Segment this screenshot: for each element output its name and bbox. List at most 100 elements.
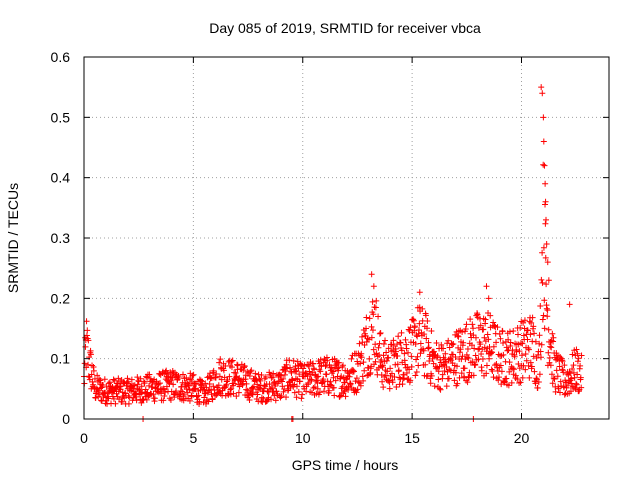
- data-point: [102, 389, 109, 396]
- data-point: [163, 367, 170, 374]
- y-tick-label: 0: [62, 411, 70, 427]
- data-point: [298, 395, 305, 402]
- data-point: [472, 361, 479, 368]
- data-point: [112, 400, 119, 407]
- data-point: [150, 379, 157, 386]
- data-point: [495, 374, 502, 381]
- data-point: [376, 330, 383, 337]
- data-point: [141, 380, 148, 387]
- data-point: [350, 368, 357, 375]
- data-point: [407, 377, 414, 384]
- data-point: [292, 375, 299, 382]
- data-point: [103, 383, 110, 390]
- data-point: [570, 362, 577, 369]
- data-point: [313, 390, 320, 397]
- data-point: [571, 374, 578, 381]
- data-point: [556, 363, 563, 370]
- data-point: [380, 384, 387, 391]
- data-point: [300, 365, 307, 372]
- data-point: [546, 354, 553, 361]
- data-point: [258, 371, 265, 378]
- data-point: [539, 249, 546, 256]
- data-point: [98, 397, 105, 404]
- data-point: [249, 390, 256, 397]
- data-point: [287, 364, 294, 371]
- y-axis-label: SRMTID / TECUs: [5, 183, 21, 293]
- data-point: [509, 365, 516, 372]
- data-point: [317, 356, 324, 363]
- data-point: [221, 374, 228, 381]
- data-point: [353, 375, 360, 382]
- data-point: [241, 363, 248, 370]
- data-point: [536, 340, 543, 347]
- data-point: [416, 289, 423, 296]
- data-point: [574, 358, 581, 365]
- data-point: [455, 333, 462, 340]
- data-point: [97, 385, 104, 392]
- data-point: [437, 386, 444, 393]
- data-point: [124, 375, 131, 382]
- data-point: [449, 341, 456, 348]
- data-point: [366, 355, 373, 362]
- x-tick-label: 0: [80, 430, 88, 446]
- data-point: [563, 384, 570, 391]
- data-point: [210, 367, 217, 374]
- data-point: [506, 359, 513, 366]
- data-point: [557, 389, 564, 396]
- data-point: [470, 372, 477, 379]
- data-point: [531, 330, 538, 337]
- data-point: [435, 368, 442, 375]
- data-point: [331, 392, 338, 399]
- data-point: [315, 373, 322, 380]
- data-point: [308, 376, 315, 383]
- data-point: [266, 369, 273, 376]
- data-point: [341, 379, 348, 386]
- data-point: [374, 353, 381, 360]
- data-point: [292, 368, 299, 375]
- data-point: [532, 338, 539, 345]
- data-point: [83, 332, 90, 339]
- data-point: [229, 357, 236, 364]
- data-point: [311, 366, 318, 373]
- data-point: [347, 380, 354, 387]
- grid-lines: [84, 57, 609, 419]
- data-point: [246, 373, 253, 380]
- data-point: [499, 328, 506, 335]
- data-point: [543, 305, 550, 312]
- data-point: [489, 349, 496, 356]
- data-point: [498, 368, 505, 375]
- data-point: [543, 241, 550, 248]
- data-point: [479, 355, 486, 362]
- data-point: [547, 362, 554, 369]
- data-point: [243, 386, 250, 393]
- data-point: [151, 395, 158, 402]
- data-point: [464, 346, 471, 353]
- data-point: [500, 340, 507, 347]
- data-point: [186, 386, 193, 393]
- data-point: [158, 390, 165, 397]
- data-point: [299, 391, 306, 398]
- data-point: [139, 389, 146, 396]
- data-point: [402, 361, 409, 368]
- data-point: [368, 271, 375, 278]
- data-point: [435, 376, 442, 383]
- data-point: [433, 339, 440, 346]
- data-point: [170, 381, 177, 388]
- data-point: [417, 350, 424, 357]
- data-point: [414, 333, 421, 340]
- data-point: [397, 339, 404, 346]
- data-point: [468, 342, 475, 349]
- data-point: [217, 356, 224, 363]
- data-point: [561, 391, 568, 398]
- data-point: [383, 349, 390, 356]
- data-point: [517, 324, 524, 331]
- y-tick-label: 0.1: [51, 351, 71, 367]
- data-point: [464, 379, 471, 386]
- data-point: [306, 368, 313, 375]
- data-point: [310, 360, 317, 367]
- data-point: [408, 353, 415, 360]
- data-point: [324, 378, 331, 385]
- data-point: [342, 393, 349, 400]
- data-point: [503, 375, 510, 382]
- data-point: [485, 295, 492, 302]
